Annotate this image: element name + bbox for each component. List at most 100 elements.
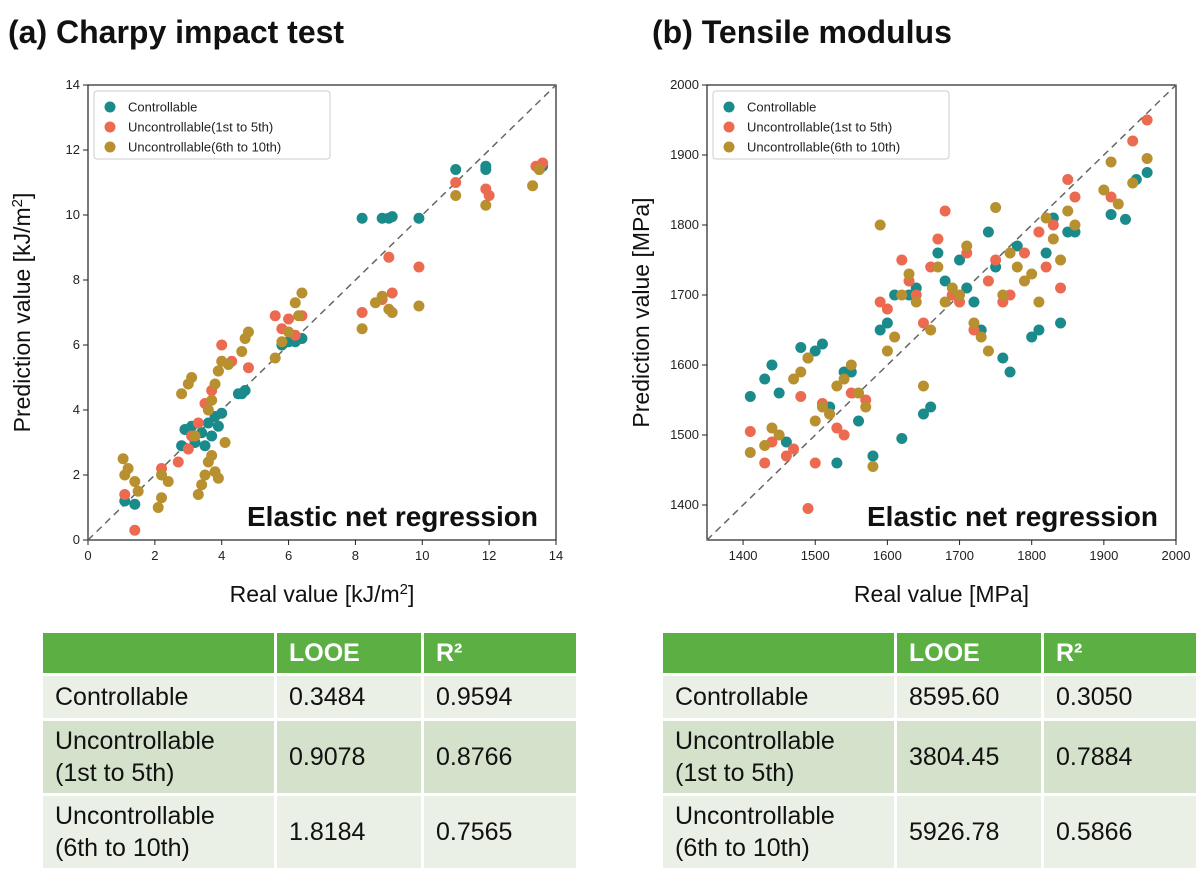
data-point <box>1141 153 1153 164</box>
data-point <box>990 254 1002 266</box>
data-point <box>356 212 368 224</box>
x-tick-label: 1600 <box>873 548 902 563</box>
data-point <box>283 326 295 338</box>
row-looe: 1.8184 <box>277 796 421 868</box>
x-axis-title: Real value [MPa] <box>854 581 1029 607</box>
data-point <box>413 212 425 224</box>
data-point <box>990 202 1002 213</box>
x-tick-label: 14 <box>549 548 563 563</box>
data-point <box>1047 233 1059 245</box>
panel-a-title: (a) Charpy impact test <box>8 14 345 50</box>
data-point <box>939 275 951 287</box>
data-point <box>853 415 865 427</box>
data-point <box>845 359 857 371</box>
y-tick-label: 1400 <box>670 497 699 512</box>
data-point <box>386 211 398 223</box>
data-point <box>242 326 254 338</box>
tensile-scatter-plot: 1400 1500 1600 1700 1800 1900 2000 1400 1500 1600… <box>628 77 1191 607</box>
y-tick-label: 10 <box>66 207 80 222</box>
x-tick-label: 2000 <box>1162 548 1191 563</box>
data-point <box>831 380 843 392</box>
data-point <box>196 479 208 491</box>
charpy-metrics-table: LOOE R² Controllable 0.3484 0.9594 Uncon… <box>40 630 579 871</box>
data-point <box>1033 324 1045 336</box>
x-tick-label: 4 <box>218 548 225 563</box>
table-header-r2: R² <box>424 633 576 673</box>
data-point <box>383 251 395 263</box>
data-point <box>860 401 872 413</box>
data-point <box>982 275 994 287</box>
legend-marker <box>104 141 116 153</box>
y-tick-label: 2000 <box>670 77 699 92</box>
table-header-looe: LOOE <box>897 633 1041 673</box>
data-point <box>961 240 973 252</box>
data-point <box>186 372 198 383</box>
data-point <box>968 317 980 329</box>
row-r2: 0.7565 <box>424 796 576 868</box>
data-point <box>269 352 281 364</box>
method-annotation: Elastic net regression <box>247 501 538 532</box>
data-point <box>289 297 301 309</box>
row-label-line1: Uncontrollable <box>675 726 835 755</box>
data-point <box>236 346 248 357</box>
data-point <box>129 524 141 536</box>
legend-label: Uncontrollable(1st to 5th) <box>128 120 273 135</box>
table-header-row: LOOE R² <box>663 633 1196 673</box>
table-header-row: LOOE R² <box>43 633 576 673</box>
y-axis-title: Prediction value [kJ/m2] <box>9 193 36 433</box>
data-point <box>386 307 398 318</box>
table-row: Controllable 0.3484 0.9594 <box>43 676 576 718</box>
data-point <box>117 453 129 465</box>
data-point <box>831 422 843 434</box>
data-point <box>795 342 807 353</box>
row-label: Uncontrollable (1st to 5th) <box>43 721 274 793</box>
data-point <box>809 415 821 427</box>
data-point <box>212 365 224 377</box>
data-point <box>283 313 295 325</box>
data-point <box>189 430 201 442</box>
x-tick-label: 1700 <box>945 548 974 563</box>
data-point <box>450 190 462 201</box>
data-point <box>759 457 771 469</box>
legend-label: Uncontrollable(1st to 5th) <box>747 120 892 135</box>
data-point <box>1098 184 1110 196</box>
row-r2: 0.5866 <box>1044 796 1196 868</box>
data-point <box>1004 366 1016 378</box>
data-point <box>386 287 398 299</box>
row-label-line2: (1st to 5th) <box>675 759 795 787</box>
data-point <box>1026 331 1038 343</box>
legend-label: Controllable <box>128 100 197 115</box>
data-point <box>881 345 893 357</box>
data-point <box>997 289 1009 301</box>
x-tick-label: 2 <box>151 548 158 563</box>
data-point <box>450 177 462 188</box>
data-point <box>1018 247 1030 259</box>
table-header-looe: LOOE <box>277 633 421 673</box>
row-looe: 0.9078 <box>277 721 421 793</box>
data-point <box>838 373 850 385</box>
legend-marker <box>104 101 116 113</box>
method-annotation: Elastic net regression <box>867 501 1158 532</box>
legend-marker <box>104 121 116 133</box>
data-point <box>816 401 828 413</box>
data-point <box>132 485 144 497</box>
series-points <box>119 160 549 510</box>
series-points <box>744 153 1153 472</box>
data-point <box>376 290 388 302</box>
data-point <box>1055 254 1067 266</box>
data-point <box>961 282 973 294</box>
data-point <box>1040 212 1052 224</box>
data-point <box>838 429 850 441</box>
data-point <box>997 352 1009 364</box>
data-point <box>216 407 228 419</box>
data-point <box>802 352 814 364</box>
identity-line <box>87 84 557 541</box>
data-point <box>1062 205 1074 217</box>
data-point <box>216 339 228 351</box>
table-row: Uncontrollable (6th to 10th) 1.8184 0.756… <box>43 796 576 868</box>
data-point <box>296 287 308 299</box>
row-label: Uncontrollable (6th to 10th) <box>43 796 274 868</box>
data-point <box>1141 167 1153 178</box>
data-point <box>795 366 807 378</box>
y-tick-label: 6 <box>73 337 80 352</box>
